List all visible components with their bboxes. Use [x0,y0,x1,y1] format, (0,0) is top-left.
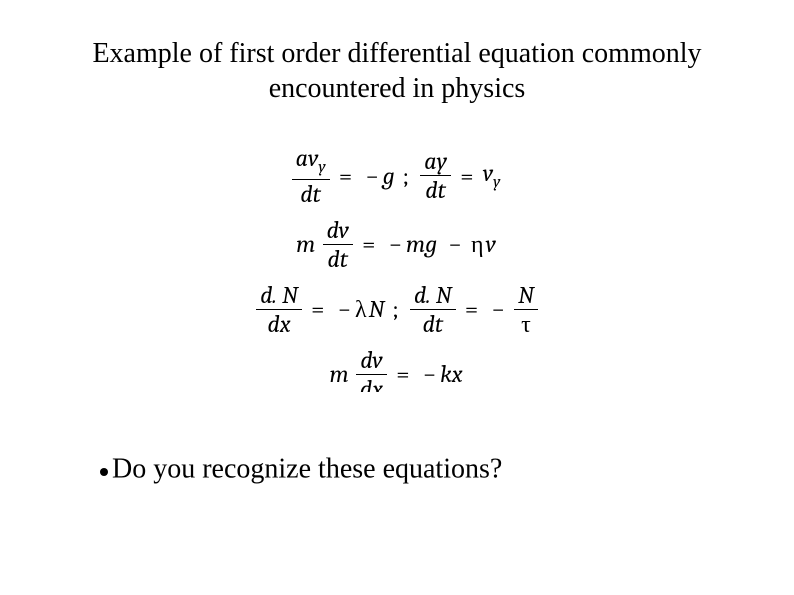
equation-block: avy dt = −g; ay dt = vy m dv dt = −mg − … [40,146,754,392]
equation-3: d. N dx = −λN; d. N dt = − N τ [40,283,754,336]
fraction: dv dt [323,218,353,271]
fraction: avy dt [292,146,330,206]
fraction: d. N dx [256,283,302,336]
fraction: dv dx [356,348,387,392]
equation-1: avy dt = −g; ay dt = vy [40,146,754,206]
title-line1: Example of first order differential equa… [92,38,701,69]
bullet-icon [100,468,108,476]
equation-4: m dv dx = −kx [40,348,754,392]
slide-title: Example of first order differential equa… [40,36,754,106]
title-line2: encountered in physics [269,73,526,104]
question-text: Do you recognize these equations? [112,453,502,484]
equation-2: m dv dt = −mg − ηv [40,218,754,271]
fraction: ay dt [420,149,451,202]
slide: Example of first order differential equa… [0,0,794,595]
fraction: d. N dt [410,283,456,336]
fraction: N τ [514,283,538,336]
question-line: Do you recognize these equations? [40,452,754,486]
